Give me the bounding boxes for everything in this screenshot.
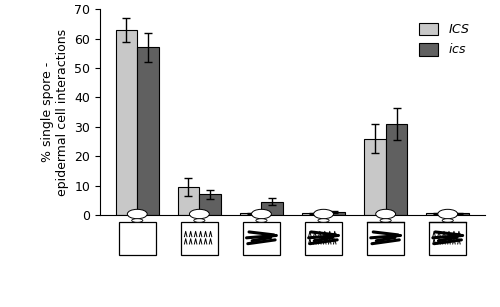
Ellipse shape	[256, 219, 267, 222]
Bar	[429, 222, 467, 255]
Bar	[426, 213, 448, 215]
Ellipse shape	[376, 209, 396, 219]
Bar	[118, 222, 156, 255]
Ellipse shape	[438, 209, 458, 219]
Ellipse shape	[128, 209, 147, 219]
Bar	[200, 194, 221, 215]
Ellipse shape	[252, 209, 272, 219]
Ellipse shape	[442, 219, 454, 222]
Bar	[305, 222, 342, 255]
Bar	[429, 223, 467, 229]
Bar	[138, 47, 159, 215]
Bar	[448, 213, 469, 215]
Bar	[324, 212, 345, 215]
Bar	[240, 213, 262, 215]
Ellipse shape	[318, 219, 329, 222]
Bar	[178, 187, 200, 215]
Bar	[367, 222, 405, 255]
Ellipse shape	[190, 209, 210, 219]
Bar	[364, 138, 386, 215]
Bar	[367, 223, 405, 229]
Ellipse shape	[194, 219, 205, 222]
Ellipse shape	[132, 219, 143, 222]
Bar	[243, 222, 280, 255]
Bar	[302, 213, 324, 215]
Bar	[180, 222, 218, 255]
Ellipse shape	[314, 209, 334, 219]
Y-axis label: % single spore -
epidermal cell interactions: % single spore - epidermal cell interact…	[40, 29, 68, 196]
Bar	[386, 124, 407, 215]
Ellipse shape	[380, 219, 391, 222]
Bar	[262, 202, 283, 215]
Legend: $\it{ICS}$, $\it{ics}$: $\it{ICS}$, $\it{ics}$	[414, 17, 475, 61]
Bar	[116, 30, 138, 215]
